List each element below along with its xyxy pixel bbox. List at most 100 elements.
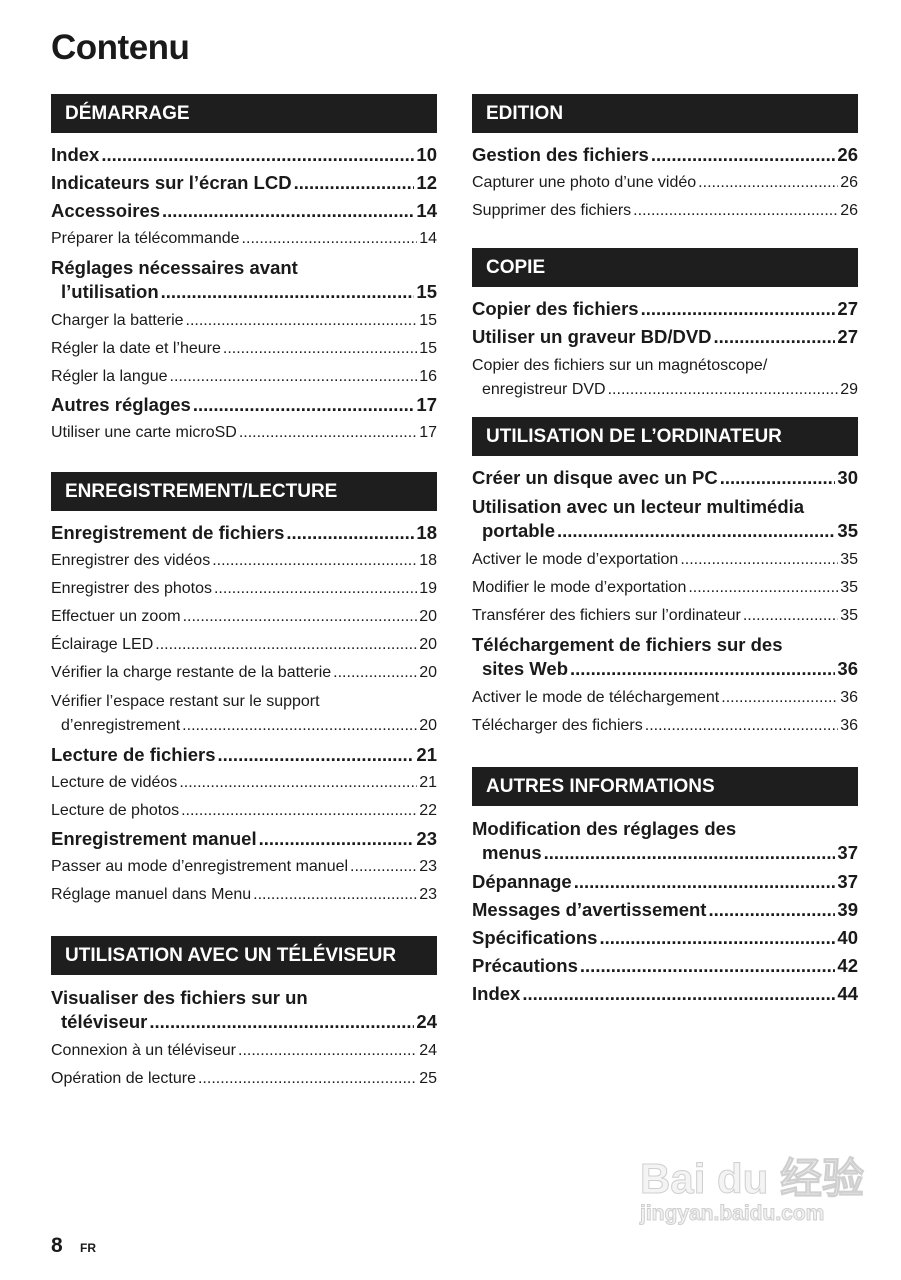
dot-leader: [698, 169, 838, 197]
toc-entry-page: 29: [840, 380, 858, 398]
toc-entry[interactable]: Index 44: [472, 980, 858, 1008]
toc-entry[interactable]: Régler la langue 16: [51, 363, 437, 391]
toc-entry-title: Copier des fichiers sur un magnétoscope/: [472, 357, 768, 374]
toc-entry-title: Opération de lecture: [51, 1070, 196, 1087]
toc-entry[interactable]: Enregistrement manuel 23: [51, 825, 437, 853]
toc-entry[interactable]: Activer le mode d’exportation 35: [472, 546, 858, 574]
toc-entry-page: 36: [840, 717, 858, 734]
toc-entry[interactable]: Capturer une photo d’une vidéo 26: [472, 169, 858, 197]
toc-entry[interactable]: Vérifier la charge restante de la batter…: [51, 659, 437, 687]
toc-entry-page: 30: [837, 467, 858, 488]
toc-entry-page: 20: [419, 716, 437, 734]
toc-entry[interactable]: Utilisation avec un lecteur multimédia po…: [472, 492, 858, 546]
toc-entry[interactable]: Connexion à un téléviseur 24: [51, 1037, 437, 1065]
toc-entry[interactable]: Télécharger des fichiers 36: [472, 712, 858, 740]
section-enregistrement-lecture: ENREGISTREMENT/LECTURE Enregistrement de …: [51, 472, 437, 909]
toc-entry-page: 27: [837, 298, 858, 319]
section-heading: ENREGISTREMENT/LECTURE: [51, 472, 437, 511]
dot-leader: [162, 197, 414, 225]
dot-leader: [286, 519, 414, 547]
toc-entry[interactable]: Créer un disque avec un PC 30: [472, 464, 858, 492]
toc-entry[interactable]: Lecture de vidéos 21: [51, 769, 437, 797]
toc-entry[interactable]: Spécifications 40: [472, 924, 858, 952]
toc-entry-title: Indicateurs sur l’écran LCD: [51, 172, 292, 193]
toc-entry[interactable]: Accessoires 14: [51, 197, 437, 225]
toc-entry[interactable]: Téléchargement de fichiers sur des sites …: [472, 630, 858, 684]
toc-entry-title: Modifier le mode d’exportation: [472, 579, 687, 596]
toc-entry[interactable]: Activer le mode de téléchargement 36: [472, 684, 858, 712]
toc-entry-page: 17: [419, 424, 437, 441]
toc-entry-title: Spécifications: [472, 927, 598, 948]
toc-entry-title: Effectuer un zoom: [51, 608, 181, 625]
toc-entry[interactable]: Enregistrer des vidéos 18: [51, 547, 437, 575]
toc-entry-title: Activer le mode d’exportation: [472, 551, 679, 568]
toc-entry[interactable]: Modifier le mode d’exportation 35: [472, 574, 858, 602]
toc-entry-title: Capturer une photo d’une vidéo: [472, 174, 697, 191]
toc-entry-page: 20: [419, 664, 437, 681]
toc-entry[interactable]: Préparer la télécommande 14: [51, 225, 437, 253]
dot-leader: [149, 1010, 414, 1034]
toc-entry-title: enregistreur DVD: [482, 380, 606, 398]
toc-entry-page: 40: [837, 927, 858, 948]
toc-entry[interactable]: Régler la date et l’heure 15: [51, 335, 437, 363]
toc-entry[interactable]: Transférer des fichiers sur l’ordinateur…: [472, 602, 858, 630]
toc-entry-title: Précautions: [472, 955, 578, 976]
toc-entry[interactable]: Vérifier l’espace restant sur le support…: [51, 687, 437, 741]
toc-entry[interactable]: Copier des fichiers 27: [472, 295, 858, 323]
dot-leader: [101, 141, 414, 169]
toc-entry[interactable]: Opération de lecture 25: [51, 1065, 437, 1093]
toc-entry[interactable]: Autres réglages 17: [51, 391, 437, 419]
dot-leader: [198, 1065, 417, 1093]
toc-entry[interactable]: Éclairage LED 20: [51, 631, 437, 659]
section-heading: DÉMARRAGE: [51, 94, 437, 133]
toc-entry-page: 24: [419, 1042, 437, 1059]
toc-entry[interactable]: Lecture de fichiers 21: [51, 741, 437, 769]
toc-entry[interactable]: Messages d’avertissement 39: [472, 896, 858, 924]
section-heading: UTILISATION DE L’ORDINATEUR: [472, 417, 858, 456]
toc-entry[interactable]: Enregistrer des photos 19: [51, 575, 437, 603]
toc-entry[interactable]: Réglage manuel dans Menu 23: [51, 881, 437, 909]
toc-entry[interactable]: Gestion des fichiers 26: [472, 141, 858, 169]
dot-leader: [179, 769, 417, 797]
toc-entry-page: 15: [416, 280, 437, 302]
toc-entry-page: 20: [419, 636, 437, 653]
dot-leader: [182, 714, 417, 738]
toc-entry[interactable]: Visualiser des fichiers sur un téléviseur…: [51, 983, 437, 1037]
dot-leader: [214, 575, 417, 603]
toc-entry[interactable]: Effectuer un zoom 20: [51, 603, 437, 631]
toc-entry-title: Régler la date et l’heure: [51, 340, 221, 357]
toc-entry-page: 14: [419, 230, 437, 247]
toc-entry[interactable]: Copier des fichiers sur un magnétoscope/…: [472, 351, 858, 405]
toc-entry[interactable]: Passer au mode d’enregistrement manuel 23: [51, 853, 437, 881]
dot-leader: [680, 546, 838, 574]
toc-entry-title: Réglages nécessaires avant: [51, 257, 298, 278]
toc-entry-title: Régler la langue: [51, 368, 168, 385]
toc-entry-title: téléviseur: [61, 1010, 148, 1032]
toc-entry-title: Préparer la télécommande: [51, 230, 240, 247]
toc-entry-title: Enregistrer des vidéos: [51, 552, 211, 569]
toc-entry-title: Index: [472, 983, 521, 1004]
dot-leader: [608, 378, 839, 402]
toc-entry[interactable]: Index 10: [51, 141, 437, 169]
toc-entry[interactable]: Enregistrement de fichiers 18: [51, 519, 437, 547]
toc-entry-title: Utilisation avec un lecteur multimédia: [472, 496, 805, 517]
toc-entry[interactable]: Indicateurs sur l’écran LCD 12: [51, 169, 437, 197]
toc-entry-title: l’utilisation: [61, 280, 159, 302]
toc-entry-page: 21: [416, 744, 437, 765]
toc-entry[interactable]: Dépannage 37: [472, 868, 858, 896]
toc-entry-title: Activer le mode de téléchargement: [472, 689, 720, 706]
toc-entry-page: 35: [840, 551, 858, 568]
toc-entry[interactable]: Lecture de photos 22: [51, 797, 437, 825]
toc-entry[interactable]: Précautions 42: [472, 952, 858, 980]
toc-entry-page: 42: [837, 955, 858, 976]
toc-entry[interactable]: Supprimer des fichiers 26: [472, 197, 858, 225]
toc-entry-page: 17: [416, 394, 437, 415]
toc-entry-title: Enregistrement de fichiers: [51, 522, 285, 543]
toc-entry[interactable]: Charger la batterie 15: [51, 307, 437, 335]
toc-entry[interactable]: Utiliser une carte microSD 17: [51, 419, 437, 447]
toc-entry[interactable]: Utiliser un graveur BD/DVD 27: [472, 323, 858, 351]
dot-leader: [570, 657, 835, 681]
toc-entry-title: Vérifier la charge restante de la batter…: [51, 664, 332, 681]
